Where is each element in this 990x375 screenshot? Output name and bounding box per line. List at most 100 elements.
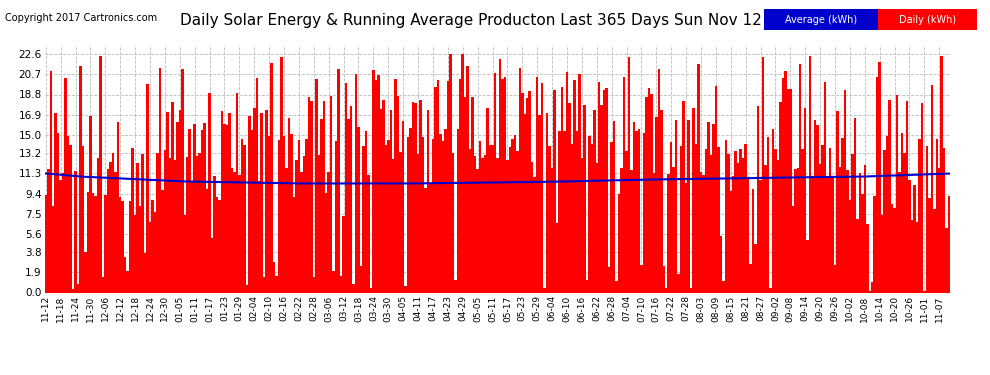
Bar — [99, 56, 102, 292]
Bar — [481, 158, 484, 292]
Bar — [553, 90, 555, 292]
Bar — [901, 133, 903, 292]
Bar — [161, 190, 163, 292]
Bar — [871, 282, 873, 292]
Bar — [349, 106, 352, 292]
Bar — [374, 80, 377, 292]
Bar — [359, 266, 362, 292]
Bar — [702, 175, 705, 292]
Bar — [362, 146, 364, 292]
Bar — [749, 264, 751, 292]
Bar — [643, 133, 645, 292]
Bar — [636, 131, 638, 292]
Bar — [456, 129, 459, 292]
Bar — [137, 163, 139, 292]
Bar — [672, 167, 675, 292]
Bar — [662, 266, 665, 292]
Bar — [147, 84, 148, 292]
Bar — [804, 108, 807, 292]
Bar — [842, 138, 843, 292]
Bar — [712, 124, 715, 292]
Bar — [367, 176, 369, 292]
Bar — [936, 139, 938, 292]
Bar — [531, 162, 534, 292]
Bar — [827, 177, 829, 292]
Bar — [536, 77, 539, 292]
Bar — [285, 168, 288, 292]
Bar — [325, 193, 328, 292]
Bar — [486, 108, 489, 292]
Bar — [213, 176, 216, 292]
Bar — [514, 135, 516, 292]
Bar — [270, 63, 273, 292]
Bar — [754, 244, 756, 292]
Bar — [491, 145, 494, 292]
Bar — [772, 129, 774, 292]
Bar — [940, 56, 942, 292]
Bar — [499, 59, 501, 292]
Bar — [616, 280, 618, 292]
Bar — [218, 201, 221, 292]
Bar — [695, 144, 697, 292]
Bar — [399, 152, 402, 292]
Bar — [437, 80, 440, 292]
Bar — [494, 73, 496, 292]
Bar — [707, 122, 710, 292]
Bar — [239, 175, 241, 292]
Bar — [665, 288, 667, 292]
Bar — [834, 265, 837, 292]
Bar — [466, 66, 469, 292]
Bar — [129, 201, 132, 292]
Bar — [347, 119, 349, 292]
Bar — [730, 191, 732, 292]
Bar — [628, 57, 631, 292]
Text: Average (kWh): Average (kWh) — [785, 15, 857, 25]
Bar — [57, 133, 59, 292]
Bar — [737, 163, 740, 292]
Bar — [626, 152, 628, 292]
Bar — [933, 209, 936, 292]
Bar — [799, 64, 802, 292]
Bar — [888, 100, 891, 292]
Bar — [606, 87, 608, 292]
Bar — [809, 56, 812, 292]
Bar — [268, 136, 270, 292]
Bar — [305, 139, 308, 292]
Bar — [817, 125, 819, 292]
Bar — [203, 123, 206, 292]
Bar — [303, 156, 305, 292]
Bar — [504, 77, 506, 292]
Bar — [761, 57, 764, 292]
Bar — [263, 277, 265, 292]
Bar — [938, 168, 940, 292]
Bar — [142, 154, 144, 292]
Bar — [425, 188, 427, 292]
Bar — [647, 88, 650, 292]
Bar — [288, 118, 290, 292]
Bar — [608, 267, 611, 292]
Bar — [181, 69, 183, 292]
Bar — [942, 148, 945, 292]
Bar — [148, 222, 151, 292]
Bar — [144, 253, 147, 292]
Bar — [253, 108, 255, 292]
Bar — [201, 130, 203, 292]
Bar — [660, 110, 662, 292]
Bar — [335, 141, 338, 292]
Bar — [866, 224, 868, 292]
Bar — [814, 120, 817, 292]
Bar — [255, 78, 258, 292]
Bar — [675, 120, 677, 292]
Bar — [315, 79, 318, 292]
Bar — [550, 168, 553, 292]
Bar — [459, 79, 461, 292]
Bar — [345, 83, 347, 292]
Bar — [787, 89, 789, 292]
Bar — [69, 145, 72, 292]
Bar — [789, 89, 792, 292]
Bar — [618, 194, 621, 292]
Bar — [916, 222, 918, 292]
Bar — [183, 215, 186, 292]
Bar — [545, 114, 548, 292]
Bar — [223, 124, 226, 292]
